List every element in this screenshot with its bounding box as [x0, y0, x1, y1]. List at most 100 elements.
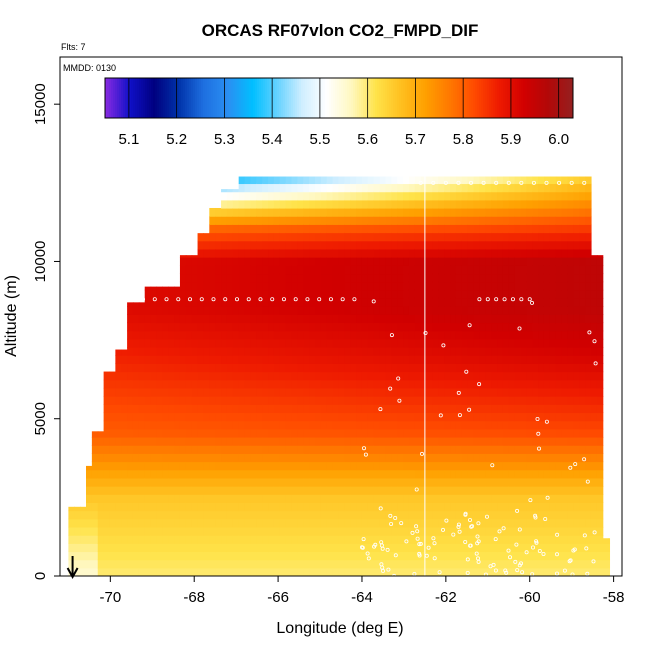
field-cell: [320, 248, 328, 258]
field-cell: [461, 445, 469, 454]
field-cell: [309, 543, 316, 553]
field-cell: [426, 436, 434, 446]
field-cell: [273, 297, 281, 307]
field-cell: [338, 412, 345, 422]
field-cell: [520, 191, 527, 201]
field-cell: [385, 567, 392, 576]
field-cell: [508, 240, 516, 250]
field-cell: [579, 306, 586, 315]
field-cell: [514, 453, 522, 463]
field-cell: [332, 412, 340, 422]
field-cell: [573, 526, 580, 536]
field-cell: [285, 559, 293, 569]
track-point: [591, 559, 596, 564]
field-cell: [250, 297, 257, 307]
field-cell: [450, 330, 457, 340]
field-cell: [262, 469, 269, 479]
field-cell: [268, 248, 275, 258]
colorbar-swatch: [525, 78, 528, 118]
field-cell: [438, 371, 445, 381]
field-cell: [285, 404, 293, 414]
field-cell: [596, 543, 604, 553]
field-cell: [320, 412, 328, 422]
field-cell: [138, 445, 146, 454]
field-cell: [502, 338, 510, 348]
field-cell: [279, 559, 287, 569]
field-cell: [408, 248, 416, 258]
field-cell: [497, 322, 504, 332]
field-cell: [221, 199, 228, 209]
field-cell: [367, 281, 375, 291]
field-cell: [250, 551, 257, 561]
track-point: [494, 180, 499, 185]
field-cell: [473, 567, 480, 576]
field-cell: [273, 232, 281, 242]
field-cell: [567, 330, 574, 340]
colorbar-swatch: [273, 78, 276, 118]
field-cell: [467, 567, 475, 576]
colorbar-swatch: [297, 78, 300, 118]
field-cell: [268, 273, 275, 283]
field-cell: [467, 469, 475, 479]
field-cell: [103, 477, 111, 487]
field-cell: [168, 371, 175, 381]
field-cell: [326, 428, 334, 438]
field-cell: [315, 477, 322, 487]
field-cell: [356, 453, 363, 463]
field-cell: [244, 445, 252, 454]
field-cell: [338, 486, 345, 495]
field-cell: [508, 486, 516, 495]
field-cell: [373, 469, 381, 479]
field-cell: [508, 510, 516, 520]
field-cell: [244, 281, 252, 291]
field-cell: [238, 486, 246, 495]
field-cell: [344, 232, 351, 242]
field-cell: [150, 428, 158, 438]
field-cell: [585, 199, 592, 209]
field-cell: [379, 191, 387, 201]
field-cell: [168, 551, 175, 561]
field-cell: [285, 526, 293, 536]
field-cell: [344, 347, 351, 356]
field-cell: [297, 551, 304, 561]
field-cell: [438, 191, 445, 201]
field-cell: [450, 567, 457, 576]
field-cell: [461, 436, 469, 446]
field-cell: [209, 306, 216, 315]
field-cell: [138, 428, 146, 438]
field-cell: [103, 387, 111, 397]
field-cell: [262, 176, 269, 185]
field-cell: [315, 232, 322, 242]
field-cell: [268, 281, 275, 291]
field-cell: [273, 273, 281, 283]
field-cell: [250, 469, 257, 479]
colorbar-swatch: [545, 78, 548, 118]
field-cell: [450, 445, 457, 454]
field-cell: [497, 379, 504, 389]
track-point: [463, 512, 468, 517]
field-cell: [273, 314, 281, 324]
field-cell: [350, 567, 357, 576]
field-cell: [238, 461, 246, 471]
field-cell: [414, 518, 422, 528]
field-cell: [426, 257, 434, 266]
field-cell: [414, 232, 422, 242]
field-cell: [538, 396, 545, 405]
field-cell: [326, 453, 334, 463]
field-cell: [185, 494, 193, 503]
field-cell: [238, 306, 246, 315]
field-cell: [450, 412, 457, 422]
field-cell: [450, 502, 457, 512]
field-cell: [232, 453, 240, 463]
field-cell: [520, 420, 527, 430]
field-cell: [579, 379, 586, 389]
colorbar-swatch: [239, 78, 242, 118]
field-cell: [549, 535, 557, 544]
field-cell: [491, 347, 498, 356]
field-cell: [367, 469, 375, 479]
field-cell: [473, 240, 480, 250]
field-cell: [497, 396, 504, 405]
field-cell: [538, 265, 545, 275]
field-cell: [596, 486, 604, 495]
field-cell: [367, 232, 375, 242]
